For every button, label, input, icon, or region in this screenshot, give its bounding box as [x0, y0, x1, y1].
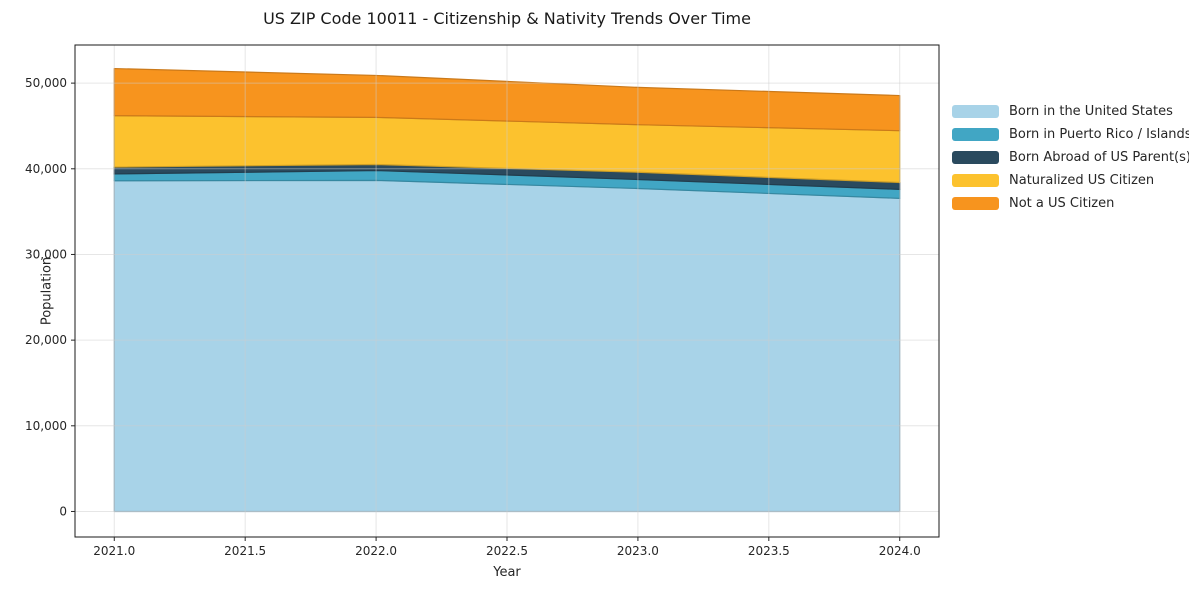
y-tick-label: 0 — [59, 504, 67, 518]
legend-label: Not a US Citizen — [1009, 195, 1115, 211]
y-axis-label: Population — [39, 256, 55, 326]
legend-item: Born in Puerto Rico / Islands — [952, 126, 1189, 142]
x-tick-label: 2023.0 — [617, 544, 659, 558]
legend: Born in the United States Born in Puerto … — [952, 103, 1189, 211]
x-tick-label: 2024.0 — [879, 544, 921, 558]
legend-item: Born in the United States — [952, 103, 1189, 119]
legend-label: Born Abroad of US Parent(s) — [1009, 149, 1189, 165]
legend-label: Naturalized US Citizen — [1009, 172, 1155, 188]
x-axis-label: Year — [493, 565, 521, 580]
y-tick-label: 50,000 — [25, 76, 67, 90]
x-tick-label: 2021.0 — [93, 544, 135, 558]
legend-swatch — [952, 196, 999, 210]
legend-label: Born in the United States — [1009, 103, 1173, 119]
y-tick-label: 20,000 — [25, 333, 67, 347]
legend-label: Born in Puerto Rico / Islands — [1009, 126, 1189, 142]
y-tick-label: 30,000 — [25, 247, 67, 261]
legend-swatch — [952, 127, 999, 141]
chart-title: US ZIP Code 10011 - Citizenship & Nativi… — [263, 9, 751, 28]
x-tick-label: 2023.5 — [748, 544, 790, 558]
legend-item: Born Abroad of US Parent(s) — [952, 149, 1189, 165]
x-tick-label: 2022.5 — [486, 544, 528, 558]
legend-item: Not a US Citizen — [952, 195, 1189, 211]
legend-item: Naturalized US Citizen — [952, 172, 1189, 188]
x-tick-label: 2021.5 — [224, 544, 266, 558]
legend-swatch — [952, 104, 999, 118]
legend-swatch — [952, 173, 999, 187]
y-tick-label: 10,000 — [25, 419, 67, 433]
y-tick-label: 40,000 — [25, 162, 67, 176]
x-tick-label: 2022.0 — [355, 544, 397, 558]
legend-swatch — [952, 150, 999, 164]
